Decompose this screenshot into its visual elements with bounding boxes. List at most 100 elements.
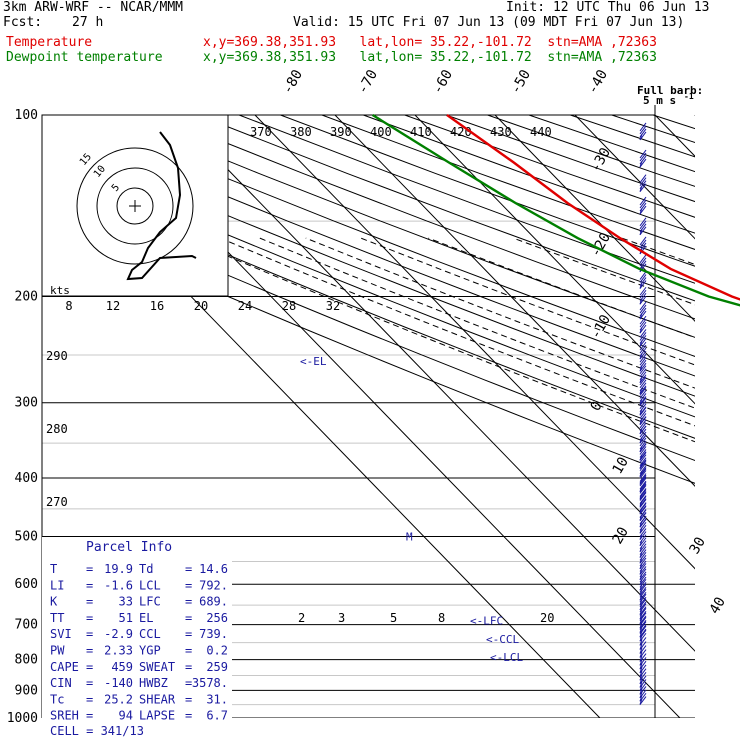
legend-temperature-location: x,y=369.38,351.93 lat,lon= 35.22,-101.72…: [203, 35, 657, 50]
wind-barb-flag: [639, 226, 647, 236]
parcel-value-left: 25.2: [104, 692, 133, 706]
wind-barb-flag: [639, 431, 647, 441]
wind-barb-flag: [639, 657, 647, 666]
wind-barb-flag: [639, 280, 647, 289]
wind-barb-flag: [639, 692, 647, 702]
wind-barb-flag: [639, 419, 647, 429]
parcel-equals-left: =: [86, 578, 93, 592]
theta-label: 430: [490, 125, 512, 139]
parcel-equals-left: =: [86, 611, 93, 625]
parcel-key-right: LCL: [139, 578, 161, 592]
wind-barb-flag: [639, 307, 647, 317]
wind-barb-flag: [639, 338, 647, 347]
theta-label: 390: [330, 125, 352, 139]
wind-barb-flag: [639, 454, 647, 464]
wind-barb-flag: [639, 374, 647, 384]
parcel-equals-left: =: [86, 709, 93, 723]
moist-adiabat: [185, 237, 695, 443]
wind-barb-flag: [639, 620, 647, 629]
theta-label: 410: [410, 125, 432, 139]
wind-barb-flag: [639, 566, 647, 575]
wind-barb-flag: [639, 397, 647, 406]
dry-adiabat: [653, 115, 695, 130]
speed-tick-label: 8: [65, 299, 72, 313]
isotherm-label: 20: [610, 524, 632, 547]
wind-barb-flag: [639, 477, 647, 487]
wind-barbs: [639, 122, 647, 705]
parcel-equals-right: =: [185, 644, 192, 658]
wind-barb-flag: [639, 440, 647, 450]
wind-barb-flag: [639, 522, 647, 531]
wind-barb-flag: [639, 344, 647, 354]
model-title: 3km ARW-WRF -- NCAR/MMM: [3, 0, 184, 15]
wind-barb-flag: [639, 371, 647, 381]
pressure-label-100: 100: [15, 108, 38, 123]
sounding-series: [371, 113, 740, 307]
wind-barb-flag: [639, 632, 647, 642]
wind-barb-flag: [639, 629, 647, 639]
parcel-value-left: -140: [104, 676, 133, 690]
dry-adiabat: [611, 115, 695, 144]
parcel-equals-left: =: [86, 660, 93, 674]
wind-barb-flag: [639, 573, 647, 583]
wind-barb-flag: [639, 368, 647, 378]
speed-tick-label: 24: [238, 299, 252, 313]
isotherm-label: 40: [707, 594, 729, 617]
legend-temperature-name: Temperature: [6, 35, 93, 50]
dry-adiabat: [197, 115, 695, 302]
mixing-ratio-label: 5: [390, 611, 397, 625]
valid-time: Valid: 15 UTC Fri 07 Jun 13 (09 MDT Fri …: [293, 15, 685, 30]
wind-barb-flag: [639, 555, 647, 564]
wind-barb-flag: [639, 452, 647, 461]
theta-label: 420: [450, 125, 472, 139]
parcel-value-left: 2.33: [104, 644, 133, 658]
wind-barb-flag: [639, 385, 647, 395]
wind-barb-flag: [639, 128, 647, 138]
wind-barb-flag: [639, 379, 647, 389]
wind-barb-flag: [639, 660, 647, 670]
wind-barb-flag: [639, 615, 647, 625]
wind-barb-flag: [639, 552, 647, 561]
parcel-equals-right: =: [185, 627, 192, 641]
hodograph-ring-label: 5: [110, 182, 122, 194]
wind-barb-flag: [639, 274, 647, 283]
parcel-info-title: Parcel Info: [86, 540, 172, 555]
dry-adiabat: [321, 115, 695, 250]
wind-barb-flag: [639, 295, 647, 305]
wind-barb-flag: [639, 180, 647, 189]
hodograph-trace: [126, 131, 197, 281]
wind-barb-flag: [639, 492, 647, 501]
wind-barb-flag: [639, 223, 647, 233]
parcel-value-left: 51: [119, 611, 133, 625]
wind-barb-flag: [639, 400, 647, 409]
wind-barb-flag: [639, 576, 647, 586]
theta-label: 440: [530, 125, 552, 139]
wind-barb-flag: [639, 382, 647, 392]
parcel-equals-left: =: [86, 595, 93, 609]
wind-barb-flag: [639, 606, 647, 615]
wind-barb-flag: [639, 563, 647, 572]
wind-barb-flag: [639, 347, 647, 357]
annotation-ccl: <-CCL: [486, 633, 519, 646]
wind-barb-flag: [639, 183, 647, 192]
wind-barb-flag: [639, 625, 647, 635]
wind-barb-flag: [639, 499, 647, 508]
parcel-cell: CELL = 341/13: [50, 724, 144, 738]
wind-barb-flag: [639, 425, 647, 435]
forecast-label: Fcst:: [3, 15, 43, 30]
wind-barb-flag: [639, 465, 647, 475]
wind-barb-flag: [639, 332, 647, 341]
wind-barb-flag: [639, 356, 647, 366]
wind-barb-flag: [639, 217, 647, 227]
barb-key-speed: 5 m s: [643, 94, 676, 107]
wind-barb-flag: [639, 122, 647, 132]
speed-tick-label: 28: [282, 299, 296, 313]
isotherm: [654, 115, 695, 157]
wind-barb-flag: [639, 645, 647, 654]
hodograph-ring: [76, 147, 194, 265]
parcel-key-left: PW: [50, 644, 65, 658]
hodograph-ring: [96, 167, 174, 245]
wind-barb-flag: [639, 584, 647, 593]
parcel-value-left: 94: [119, 709, 133, 723]
